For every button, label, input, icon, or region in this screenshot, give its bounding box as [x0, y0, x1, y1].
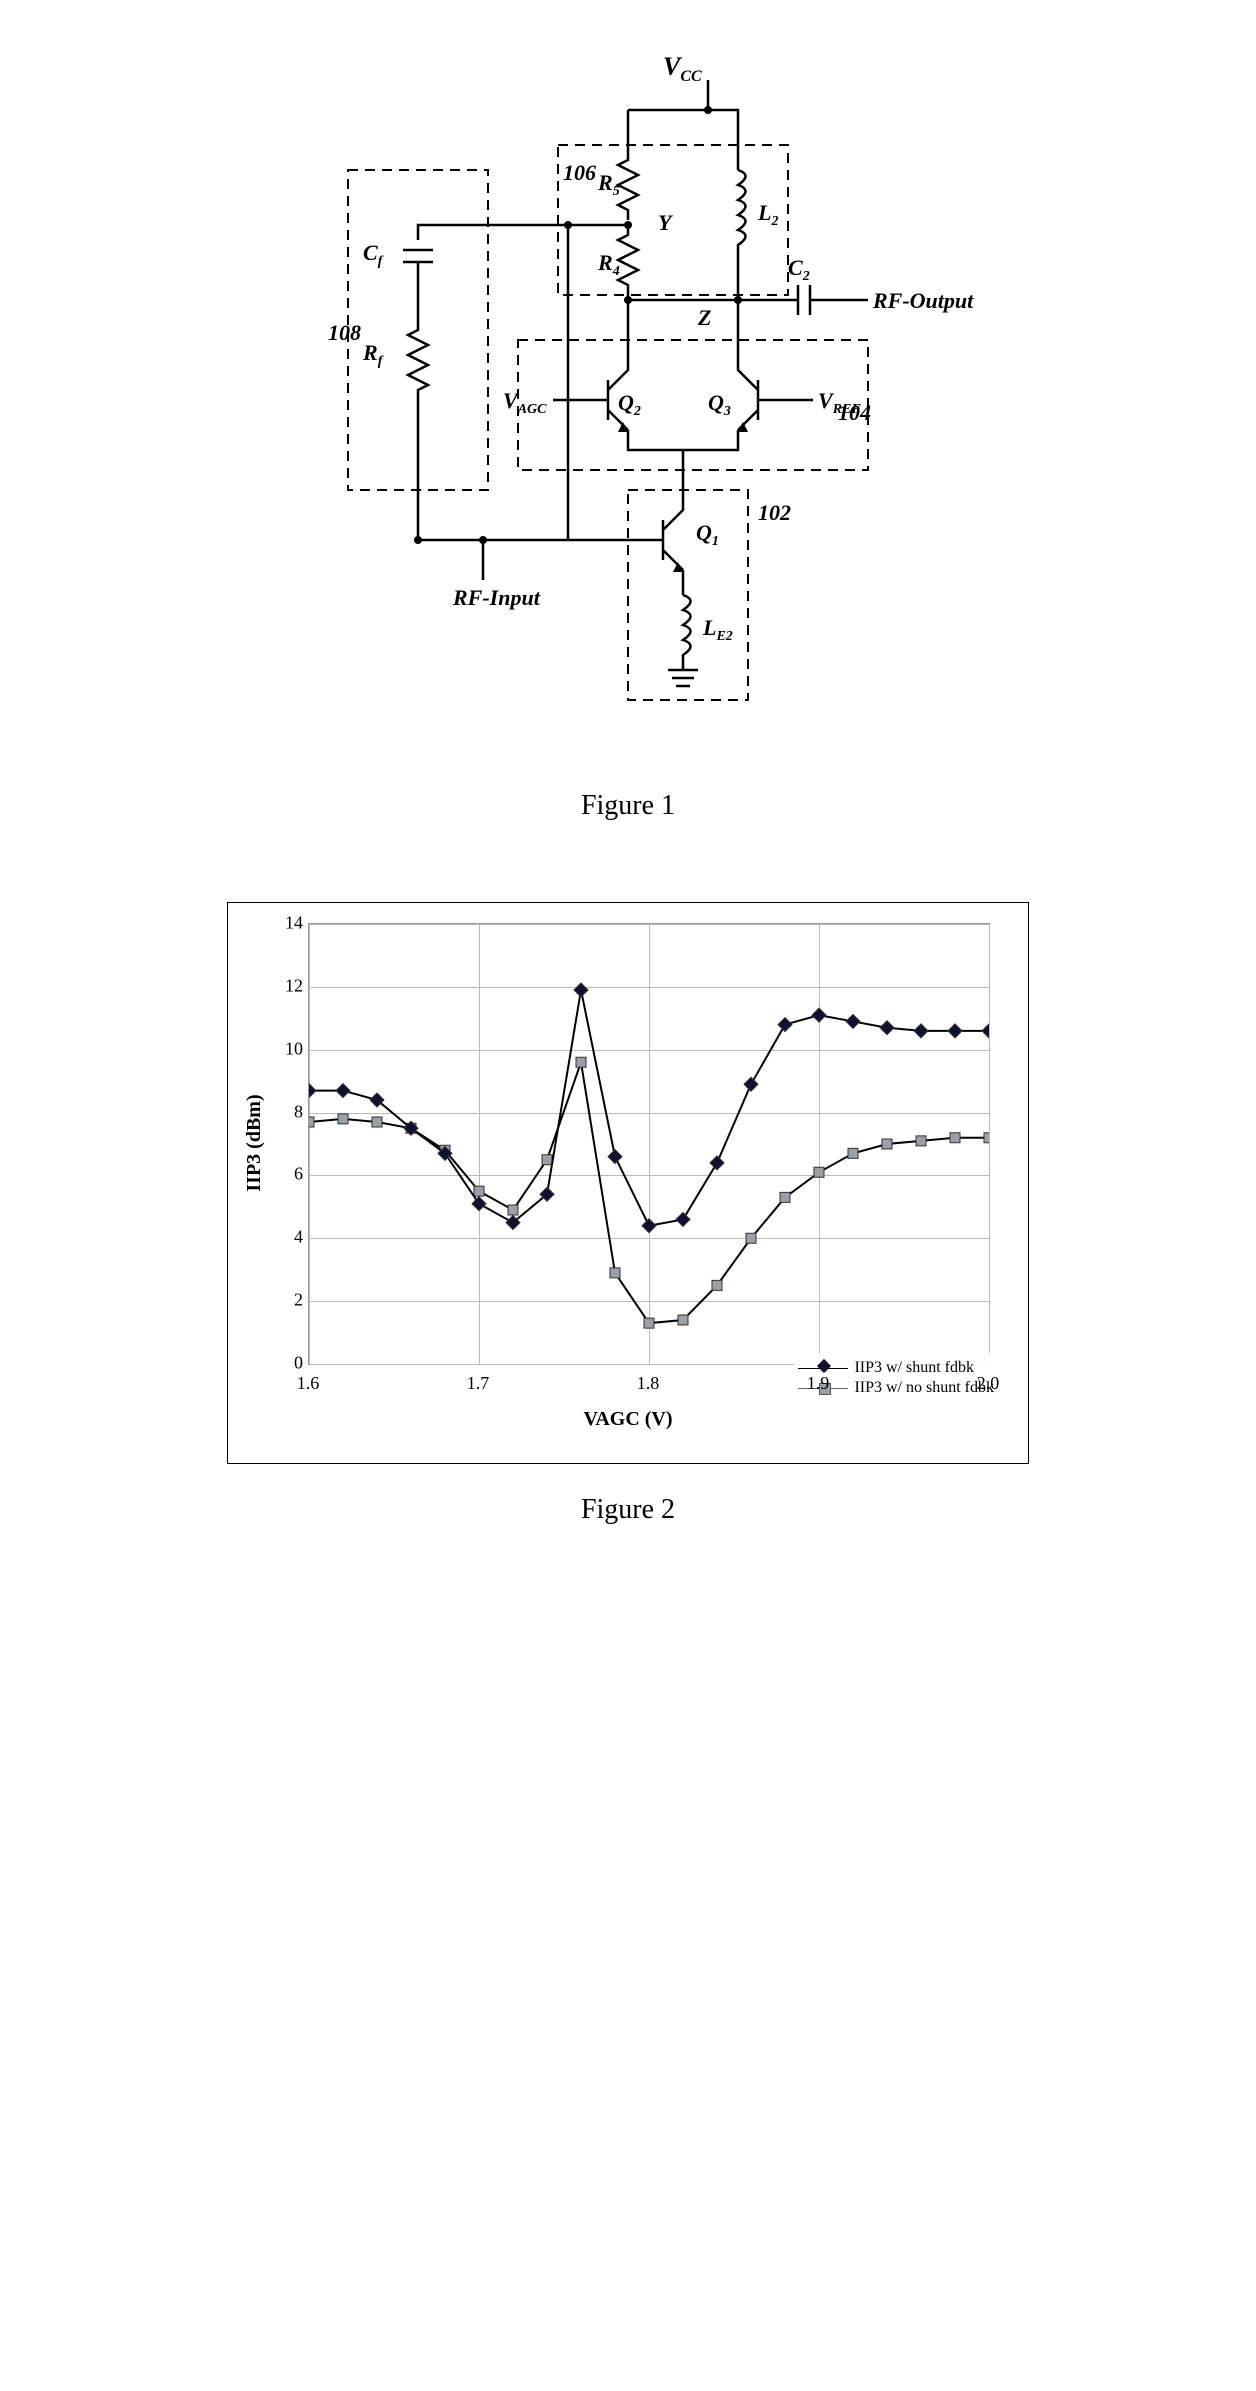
label-y: Y [658, 210, 674, 235]
x-tick: 1.7 [467, 1373, 490, 1394]
label-cf: Cf [363, 240, 384, 269]
label-vref: VREF [818, 388, 861, 417]
x-axis-label: VAGC (V) [583, 1408, 672, 1431]
y-tick: 4 [278, 1227, 303, 1248]
y-tick: 6 [278, 1164, 303, 1185]
y-tick: 14 [278, 913, 303, 934]
figure-2: IIP3 (dBm) VAGC (V) IIP3 w/ shunt fdbk I… [60, 902, 1196, 1526]
y-tick: 8 [278, 1101, 303, 1122]
x-tick: 2.0 [977, 1373, 1000, 1394]
y-tick: 10 [278, 1038, 303, 1059]
label-106: 106 [563, 160, 596, 185]
label-r4: R4 [597, 250, 620, 279]
legend-label-2: IIP3 w/ no shunt fdbk [854, 1379, 994, 1397]
label-q3: Q3 [708, 390, 731, 419]
label-le2: LE2 [702, 615, 733, 644]
box-102 [628, 490, 748, 700]
figure-1: .w{stroke:#000;stroke-width:2.5;fill:non… [60, 40, 1196, 822]
y-tick: 12 [278, 975, 303, 996]
figure2-caption: Figure 2 [60, 1494, 1196, 1526]
chart: IIP3 (dBm) VAGC (V) IIP3 w/ shunt fdbk I… [227, 902, 1029, 1464]
label-rf-output: RF-Output [872, 288, 974, 313]
plot-area [308, 923, 990, 1365]
y-axis-label: IIP3 (dBm) [243, 1094, 266, 1191]
label-l2: L2 [757, 200, 778, 229]
label-q1: Q1 [696, 520, 719, 549]
y-tick: 2 [278, 1290, 303, 1311]
label-vcc: VCC [663, 52, 702, 85]
label-r5: R5 [597, 170, 620, 199]
label-q2: Q2 [618, 390, 641, 419]
x-tick: 1.8 [637, 1373, 660, 1394]
label-102: 102 [758, 500, 791, 525]
label-vagc: VAGC [503, 388, 547, 417]
y-tick: 0 [278, 1353, 303, 1374]
label-108: 108 [328, 320, 361, 345]
label-z: Z [697, 305, 711, 330]
label-c2: C2 [788, 255, 810, 284]
figure1-caption: Figure 1 [60, 790, 1196, 822]
x-tick: 1.9 [807, 1373, 830, 1394]
x-tick: 1.6 [297, 1373, 320, 1394]
label-rf: Rf [362, 340, 384, 369]
legend-label-1: IIP3 w/ shunt fdbk [854, 1359, 974, 1377]
label-rf-input: RF-Input [452, 585, 541, 610]
circuit-diagram: .w{stroke:#000;stroke-width:2.5;fill:non… [268, 40, 988, 760]
